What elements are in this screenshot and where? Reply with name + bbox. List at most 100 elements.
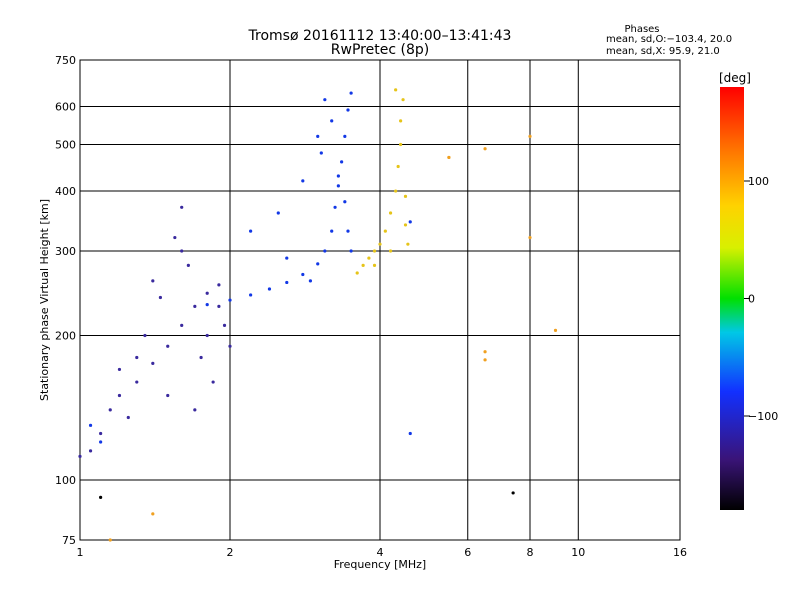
scatter-point bbox=[217, 304, 221, 309]
x-axis-label: Frequency [MHz] bbox=[334, 558, 426, 571]
scatter-point bbox=[117, 367, 122, 372]
scatter-point bbox=[249, 229, 253, 233]
scatter-point bbox=[346, 229, 350, 233]
scatter-point bbox=[401, 98, 405, 102]
scatter-point bbox=[388, 249, 393, 253]
colorbar-tick-label: 0 bbox=[748, 293, 755, 306]
scatter-point bbox=[367, 256, 371, 260]
scatter-point bbox=[99, 495, 103, 500]
scatter-point bbox=[483, 350, 487, 354]
scatter-point bbox=[528, 134, 532, 138]
scatter-point bbox=[88, 423, 93, 427]
scatter-point bbox=[228, 344, 232, 348]
chart-subtitle: RwPretec (8p) bbox=[331, 42, 429, 58]
scatter-point bbox=[483, 358, 487, 362]
scatter-point bbox=[403, 223, 408, 227]
scatter-point bbox=[408, 431, 412, 436]
scatter-point bbox=[180, 205, 184, 209]
colorbar-label: [deg] bbox=[719, 71, 751, 85]
x-tick-labels: 1 2 4 6 8 10 16 bbox=[77, 546, 688, 559]
x-tick-label: 8 bbox=[527, 546, 534, 559]
y-tick-labels: 75 100 200 300 400 500 600 750 bbox=[55, 54, 76, 547]
scatter-point bbox=[180, 249, 184, 253]
stats-x-mode: mean, sd,X: 95.9, 21.0 bbox=[606, 46, 720, 57]
scatter-point bbox=[193, 408, 197, 412]
colorbar-tick-label: −100 bbox=[748, 410, 778, 423]
scatter-point bbox=[199, 355, 203, 360]
y-tick-label: 100 bbox=[55, 474, 76, 487]
scatter-point bbox=[126, 415, 130, 420]
scatter-point bbox=[205, 291, 209, 295]
scatter-point bbox=[211, 380, 215, 384]
scatter-point bbox=[222, 323, 227, 327]
scatter-point bbox=[99, 431, 103, 436]
scatter-point bbox=[511, 491, 515, 495]
scatter-point bbox=[193, 304, 197, 309]
scatter-point bbox=[88, 449, 93, 453]
scatter-point bbox=[205, 302, 209, 307]
y-tick-label: 600 bbox=[55, 101, 76, 114]
scatter-point bbox=[408, 220, 412, 224]
scatter-point bbox=[336, 184, 340, 188]
x-tick-label: 10 bbox=[571, 546, 585, 559]
colorbar bbox=[720, 87, 744, 510]
scatter-point bbox=[135, 355, 139, 360]
scatter-point bbox=[388, 211, 393, 215]
scatter-point bbox=[394, 88, 398, 92]
scatter-point bbox=[343, 134, 347, 138]
scatter-point bbox=[396, 164, 400, 169]
scatter-point bbox=[180, 323, 184, 327]
scatter-point bbox=[249, 293, 253, 297]
chart-title: Tromsø 20161112 13:40:00–13:41:43 bbox=[248, 28, 512, 44]
scatter-point bbox=[108, 538, 112, 542]
scatter-point bbox=[217, 283, 221, 287]
scatter-point bbox=[285, 280, 289, 285]
scatter-point bbox=[403, 194, 408, 198]
scatter-point bbox=[333, 205, 337, 209]
scatter-point bbox=[319, 151, 323, 155]
scatter-point bbox=[308, 279, 313, 283]
scatter-point bbox=[372, 249, 377, 253]
data-points bbox=[78, 88, 558, 542]
scatter-point bbox=[349, 249, 353, 253]
scatter-point bbox=[330, 119, 334, 123]
scatter-point bbox=[330, 229, 334, 233]
scatter-point bbox=[205, 333, 209, 338]
scatter-point bbox=[447, 155, 451, 160]
scatter-point bbox=[346, 108, 350, 112]
scatter-point bbox=[158, 295, 163, 300]
y-tick-label: 75 bbox=[62, 534, 76, 547]
scatter-point bbox=[372, 263, 377, 267]
grid-lines bbox=[80, 60, 680, 540]
scatter-point bbox=[323, 249, 327, 253]
scatter-point bbox=[349, 91, 353, 95]
scatter-point bbox=[355, 271, 359, 275]
x-tick-label: 1 bbox=[77, 546, 84, 559]
scatter-point bbox=[528, 235, 532, 240]
colorbar-ticks: 100 0 −100 bbox=[744, 175, 778, 423]
scatter-point bbox=[316, 134, 320, 138]
y-tick-label: 400 bbox=[55, 185, 76, 198]
x-tick-label: 2 bbox=[227, 546, 234, 559]
y-tick-label: 750 bbox=[55, 54, 76, 67]
scatter-point bbox=[99, 440, 103, 444]
scatter-point bbox=[361, 263, 365, 267]
stats-heading: Phases bbox=[624, 24, 659, 35]
scatter-point bbox=[399, 119, 403, 123]
scatter-point bbox=[383, 229, 387, 233]
scatter-point bbox=[151, 361, 155, 365]
scatter-point bbox=[394, 189, 398, 193]
x-tick-label: 4 bbox=[377, 546, 384, 559]
scatter-point bbox=[483, 147, 487, 151]
scatter-point bbox=[316, 262, 320, 266]
y-axis-label: Stationary phase Virtual Height [km] bbox=[38, 199, 51, 401]
scatter-point bbox=[173, 235, 177, 240]
scatter-point bbox=[336, 174, 340, 178]
y-tick-label: 200 bbox=[55, 330, 76, 343]
scatter-point bbox=[135, 380, 139, 384]
scatter-point bbox=[340, 160, 344, 164]
x-tick-label: 16 bbox=[673, 546, 687, 559]
scatter-point bbox=[78, 454, 82, 459]
scatter-point bbox=[378, 242, 382, 246]
